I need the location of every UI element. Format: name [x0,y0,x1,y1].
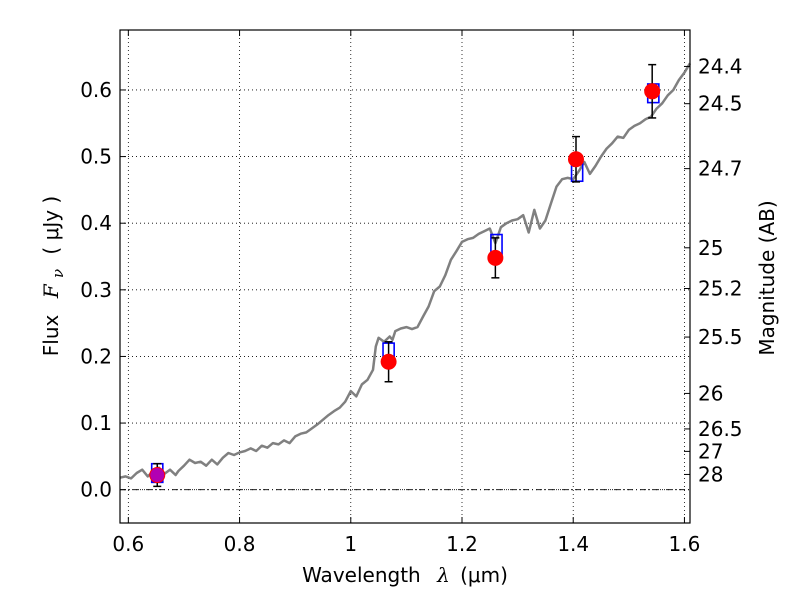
axis-ticks: 0.6 0.8 1 1.2 1.4 1.6 0.0 0.1 0.2 0.3 0.4 0.5 0.6 24.… [80,30,743,556]
x-tick-label: 0.8 [224,532,256,556]
magnitude-tick-label: 24.7 [698,157,743,181]
x-label-prefix: Wavelength [302,563,421,587]
magnitude-tick-label: 25.2 [698,276,743,300]
y-tick-label: 0.3 [80,278,112,302]
magnitude-tick-label: 26 [698,381,723,405]
x-axis-label: Wavelength λ (μm) [302,563,508,587]
x-tick-label: 1 [344,532,357,556]
model-bandpass-boxes [150,83,660,484]
x-tick-label: 1.4 [557,532,589,556]
grid-lines [120,30,690,523]
magnitude-tick-label: 24.5 [698,92,743,116]
y-tick-label: 0.2 [80,344,112,368]
magnitude-tick-label: 26.5 [698,417,743,441]
x-label-symbol: λ [436,563,450,587]
observed-points [149,83,661,484]
y-label-unit: ( μJy ) [39,196,63,255]
x-tick-label: 1.6 [669,532,701,556]
observed-point [644,83,661,100]
purple-marker [150,468,165,483]
magnitude-tick-label: 28 [698,462,723,486]
magnitude-tick-label: 24.4 [698,54,743,78]
observed-point [380,353,397,370]
x-tick-label: 1.2 [446,532,478,556]
observed-point [568,151,584,168]
model-spectrum [119,62,692,480]
x-tick-label: 0.6 [112,532,144,556]
y-tick-label: 0.0 [80,478,112,502]
y-axis-label: Flux F ν ( μJy ) [39,196,68,356]
y-tick-label: 0.1 [80,411,112,435]
magnitude-tick-label: 27 [698,439,723,463]
magnitude-tick-label: 25.5 [698,325,743,349]
y-tick-label: 0.5 [80,145,112,169]
spectrum-line [119,62,692,480]
y-label-prefix: Flux [39,314,63,356]
magnitude-tick-label: 25 [698,236,723,260]
y-tick-label: 0.4 [80,211,112,235]
y-tick-label: 0.6 [80,78,112,102]
observed-point [487,249,504,266]
plot-frame [119,29,691,524]
y2-axis-label: Magnitude (AB) [755,200,779,355]
y-label-subscript: ν [49,269,67,278]
y-label-symbol: F [39,283,63,299]
x-label-unit: (μm) [460,563,508,587]
